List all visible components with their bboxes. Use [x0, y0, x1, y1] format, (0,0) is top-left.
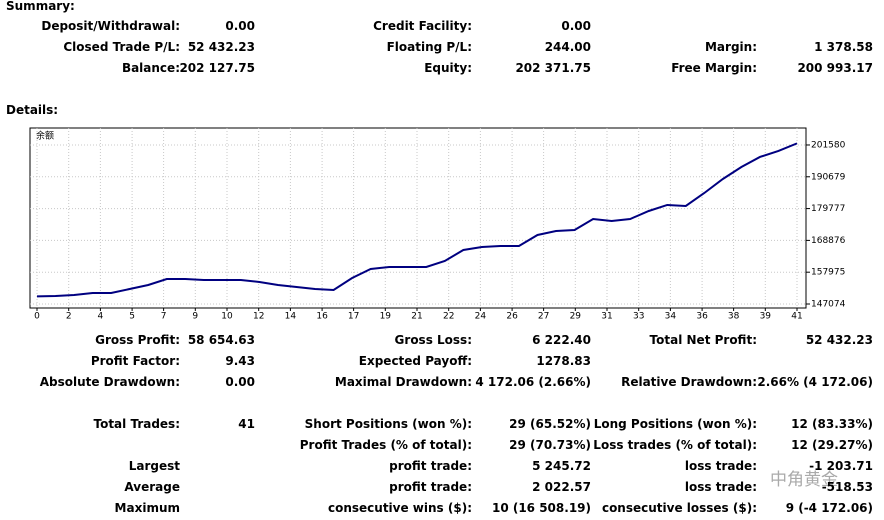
x-tick-label: 14	[285, 312, 297, 322]
label: Expected Payoff:	[358, 354, 472, 368]
x-tick-label: 31	[601, 312, 612, 322]
value: 6 222.40	[532, 333, 591, 347]
x-tick-label: 19	[380, 312, 392, 322]
y-tick-label: 201580	[811, 140, 846, 150]
label: Average	[124, 480, 180, 494]
label: Short Positions (won %):	[304, 417, 472, 431]
value: 12 (83.33%)	[791, 417, 873, 431]
value: 1278.83	[536, 354, 591, 368]
value: 200 993.17	[797, 61, 873, 75]
value: -1 203.71	[809, 459, 873, 473]
value: 0.00	[225, 375, 255, 389]
value: 0.00	[225, 19, 255, 33]
value: 244.00	[544, 40, 591, 54]
value: 2.66% (4 172.06)	[757, 375, 873, 389]
x-tick-label: 5	[129, 312, 135, 322]
x-tick-label: 16	[316, 312, 328, 322]
label: Absolute Drawdown:	[39, 375, 180, 389]
x-tick-label: 2	[66, 312, 72, 322]
x-tick-label: 22	[443, 312, 454, 322]
x-tick-label: 21	[411, 312, 422, 322]
label: consecutive losses ($):	[601, 501, 757, 515]
value: -518.53	[821, 480, 873, 494]
value: 52 432.23	[805, 333, 873, 347]
x-tick-label: 4	[98, 312, 104, 322]
x-tick-label: 36	[696, 312, 708, 322]
label: Credit Facility:	[373, 19, 472, 33]
x-tick-label: 10	[221, 312, 233, 322]
label: Equity:	[424, 61, 472, 75]
label: Total Net Profit:	[649, 333, 757, 347]
chart-label: 余额	[36, 130, 54, 142]
value: 2 022.57	[532, 480, 591, 494]
value: 12 (29.27%)	[791, 438, 873, 452]
label: Floating P/L:	[386, 40, 472, 54]
x-tick-label: 0	[34, 312, 40, 322]
y-tick-label: 157975	[811, 268, 845, 278]
value: 9 (-4 172.06)	[785, 501, 873, 515]
label: Closed Trade P/L:	[63, 40, 180, 54]
value: 1 378.58	[814, 40, 873, 54]
value: 29 (65.52%)	[509, 417, 591, 431]
value: 52 432.23	[187, 40, 255, 54]
value: 0.00	[561, 19, 591, 33]
label: Loss trades (% of total):	[593, 438, 757, 452]
value: 202 127.75	[179, 61, 255, 75]
label: Maximal Drawdown:	[334, 375, 472, 389]
y-tick-label: 190679	[811, 172, 846, 182]
label: Balance:	[121, 61, 180, 75]
value: 9.43	[225, 354, 255, 368]
label: Deposit/Withdrawal:	[41, 19, 180, 33]
x-tick-label: 34	[665, 312, 677, 322]
x-tick-label: 7	[161, 312, 167, 322]
label: Relative Drawdown:	[621, 375, 757, 389]
x-tick-label: 17	[348, 312, 359, 322]
details-title: Details:	[6, 103, 59, 117]
label: Profit Trades (% of total):	[299, 438, 472, 452]
label: consecutive wins ($):	[327, 501, 472, 515]
value: 29 (70.73%)	[509, 438, 591, 452]
label: Gross Loss:	[394, 333, 472, 347]
balance-line	[36, 142, 798, 298]
x-tick-label: 9	[192, 312, 198, 322]
x-tick-label: 39	[760, 312, 772, 322]
value: 10 (16 508.19)	[491, 501, 591, 515]
y-tick-label: 179777	[811, 204, 845, 214]
label: profit trade:	[389, 480, 472, 494]
label: Total Trades:	[93, 417, 180, 431]
x-tick-label: 33	[633, 312, 644, 322]
plot-frame	[29, 127, 807, 309]
value: 202 371.75	[515, 61, 591, 75]
label: Free Margin:	[671, 61, 757, 75]
value: 5 245.72	[532, 459, 591, 473]
x-tick-label: 41	[791, 312, 802, 322]
label: profit trade:	[389, 459, 472, 473]
y-tick-label: 147074	[811, 299, 846, 309]
label: Profit Factor:	[90, 354, 180, 368]
watermark: 中角黄金	[770, 470, 838, 490]
x-tick-label: 26	[506, 312, 518, 322]
x-tick-label: 12	[253, 312, 264, 322]
y-tick-label: 168876	[811, 236, 846, 246]
x-tick-label: 27	[538, 312, 549, 322]
x-tick-label: 38	[728, 312, 740, 322]
label: Gross Profit:	[95, 333, 180, 347]
summary-title: Summary:	[6, 0, 75, 13]
label: Long Positions (won %):	[593, 417, 757, 431]
label: loss trade:	[684, 480, 757, 494]
label: Largest	[128, 459, 180, 473]
x-tick-label: 24	[475, 312, 487, 322]
value: 58 654.63	[187, 333, 255, 347]
label: Margin:	[704, 40, 757, 54]
x-tick-label: 29	[570, 312, 582, 322]
chart: 余额 147074 157975 168876 179777 190679 201580 0…	[29, 127, 846, 322]
label: Maximum	[114, 501, 180, 515]
value: 41	[238, 417, 255, 431]
label: loss trade:	[684, 459, 757, 473]
value: 4 172.06 (2.66%)	[475, 375, 591, 389]
